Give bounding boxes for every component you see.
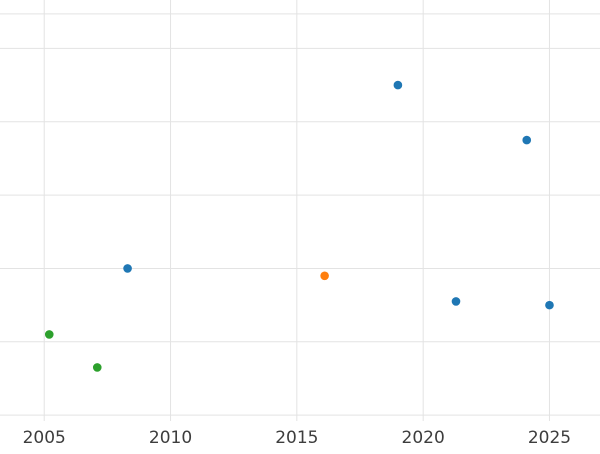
- x-axis-tick-label: 2010: [149, 428, 192, 448]
- x-axis-tick-label: 2025: [528, 428, 571, 448]
- scatter-point-series-blue: [123, 264, 132, 273]
- scatter-point-series-green: [44, 330, 54, 339]
- x-axis-tick-label: 2005: [23, 428, 66, 448]
- scatter-point-series-blue: [545, 300, 554, 310]
- scatter-point-series-blue: [393, 80, 403, 90]
- scatter-point-series-orange: [320, 271, 329, 281]
- scatter-point-series-blue: [451, 297, 461, 306]
- x-axis-tick-label: 2020: [402, 428, 445, 448]
- scatter-point-series-green: [92, 363, 102, 372]
- scatter-point-series-blue: [522, 135, 532, 145]
- x-axis-tick-label: 2015: [275, 428, 318, 448]
